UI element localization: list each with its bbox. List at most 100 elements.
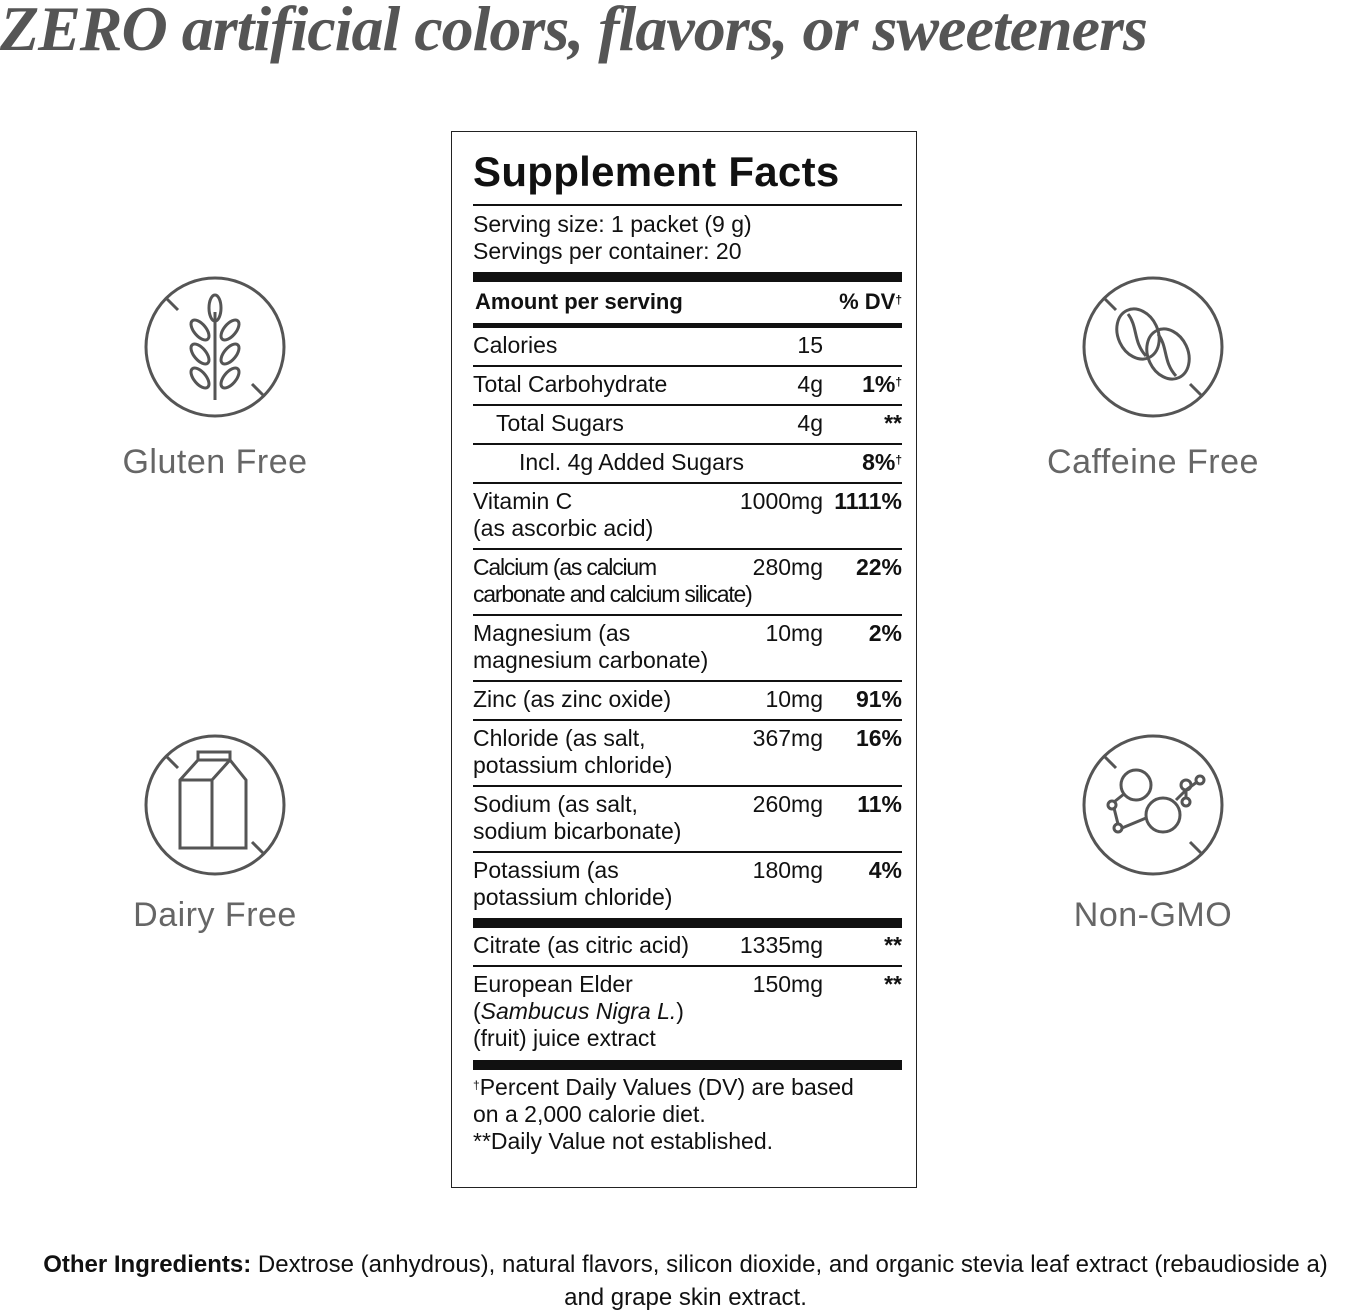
other-text: Dextrose (anhydrous), natural flavors, s… xyxy=(257,1251,1328,1311)
name-line: Calcium (as calcium xyxy=(473,554,657,580)
name-line: Zinc (as zinc oxide) xyxy=(473,686,672,712)
name-line: European Elder xyxy=(473,971,633,997)
badge-label: Dairy Free xyxy=(133,896,297,934)
nutrient-row: Chloride (as salt, potassium chloride) 367… xyxy=(473,721,902,787)
other-ingredients: Other Ingredients: Dextrose (anhydrous),… xyxy=(30,1248,1341,1314)
nutrient-row: Magnesium (as magnesium carbonate) 10mg 2% xyxy=(473,616,902,682)
footnote: on a 2,000 calorie diet. xyxy=(473,1101,902,1128)
dv-value: ** xyxy=(884,410,902,436)
daily-value: ** xyxy=(884,410,902,437)
amount: 260mg xyxy=(752,791,823,817)
nutrient-name: Potassium (as potassium chloride) xyxy=(473,857,902,911)
nutrient-row: European Elder (Sambucus Nigra L.) (fruit)… xyxy=(473,967,902,1058)
name-line: magnesium carbonate) xyxy=(473,647,709,673)
nutrient-row: Total Sugars 4g ** xyxy=(473,406,902,445)
nutrient-rows: Calories 15 Total Carbohydrate 4g 1%† Total S… xyxy=(473,328,902,917)
daily-value: 1111% xyxy=(834,488,902,515)
dv-label: % DV xyxy=(839,289,896,314)
daily-value: 16% xyxy=(856,725,902,752)
nutrient-row: Calcium (as calcium carbonate and calcium… xyxy=(473,550,902,616)
name-line: Incl. 4g Added Sugars xyxy=(519,449,745,475)
badge-label: Caffeine Free xyxy=(1047,443,1259,481)
amount: 367mg xyxy=(752,725,823,751)
gluten-icon xyxy=(144,276,286,418)
name-part: Sambucus Nigra L. xyxy=(480,998,677,1024)
serving-size: Serving size: 1 packet (9 g) xyxy=(473,211,752,237)
daily-value: 91% xyxy=(856,686,902,713)
gmo-icon xyxy=(1082,734,1224,876)
nutrient-row: Sodium (as salt, sodium bicarbonate) 260mg… xyxy=(473,787,902,853)
nutrient-name: Total Sugars xyxy=(473,410,902,437)
header-row: Amount per serving % DV† xyxy=(473,282,902,323)
nutrient-name: Vitamin C (as ascorbic acid) xyxy=(473,488,902,542)
daily-value: 8%† xyxy=(862,449,902,476)
nutrient-row: Incl. 4g Added Sugars 8%† xyxy=(473,445,902,484)
daily-value: 22% xyxy=(856,554,902,581)
dairy-icon xyxy=(144,734,286,876)
name-line: (as ascorbic acid) xyxy=(473,515,654,541)
footnote: **Daily Value not established. xyxy=(473,1128,902,1155)
name-line: sodium bicarbonate) xyxy=(473,818,682,844)
amount: 180mg xyxy=(752,857,823,883)
dv-value: ** xyxy=(884,971,902,997)
caffeine-icon xyxy=(1082,276,1224,418)
daily-value: ** xyxy=(884,932,902,959)
daily-value: 2% xyxy=(869,620,902,647)
nutrient-name: Calcium (as calcium carbonate and calcium… xyxy=(473,554,902,608)
name-part: ( xyxy=(473,998,481,1024)
servings-per-container: Servings per container: 20 xyxy=(473,238,742,264)
dv-value: 1111% xyxy=(834,488,902,514)
dv-mark: † xyxy=(895,375,902,389)
dv-value: 4% xyxy=(868,857,902,883)
amount: 10mg xyxy=(765,686,823,712)
nutrient-name: Total Carbohydrate xyxy=(473,371,902,398)
daily-value: 4% xyxy=(869,857,902,884)
footnote-text: on a 2,000 calorie diet. xyxy=(473,1101,706,1127)
nutrient-name: Zinc (as zinc oxide) xyxy=(473,686,902,713)
facts-panel: Supplement Facts Serving size: 1 packet … xyxy=(451,131,917,1188)
dv-value: 11% xyxy=(857,791,902,817)
footnote-mark: † xyxy=(473,1078,480,1092)
name-line: Magnesium (as xyxy=(473,620,631,646)
amount: 15 xyxy=(797,332,823,358)
nutrient-row: Potassium (as potassium chloride) 180mg 4% xyxy=(473,853,902,917)
name-line: Total Sugars xyxy=(496,410,624,436)
name-line: potassium chloride) xyxy=(473,752,673,778)
name-line: Sodium (as salt, xyxy=(473,791,638,817)
nutrient-row: Citrate (as citric acid) 1335mg ** xyxy=(473,928,902,967)
badge-label: Non-GMO xyxy=(1073,896,1233,934)
nutrient-name: Citrate (as citric acid) xyxy=(473,932,902,959)
daily-value: 11% xyxy=(857,791,902,818)
nutrient-name: Magnesium (as magnesium carbonate) xyxy=(473,620,902,674)
badge-label: Gluten Free xyxy=(122,443,308,481)
name-line: (fruit) juice extract xyxy=(473,1025,656,1051)
nutrient-name: European Elder (Sambucus Nigra L.) (fruit)… xyxy=(473,971,902,1052)
facts-title: Supplement Facts xyxy=(473,148,840,195)
dv-value: 91% xyxy=(855,686,902,712)
nutrient-name: Sodium (as salt, sodium bicarbonate) xyxy=(473,791,902,845)
name-line: carbonate and calcium silicate) xyxy=(473,581,753,607)
nutrient-name: Calories xyxy=(473,332,902,359)
name-line: Citrate (as citric acid) xyxy=(473,932,689,958)
headline: ZERO artificial colors, flavors, or swee… xyxy=(0,0,1148,64)
daily-value: 1%† xyxy=(862,371,902,398)
amount: 10mg xyxy=(765,620,823,646)
nutrient-name: Incl. 4g Added Sugars xyxy=(473,449,902,476)
dv-value: 2% xyxy=(868,620,902,646)
name-line: (Sambucus Nigra L.) xyxy=(473,998,902,1025)
footnotes: †Percent Daily Values (DV) are based on a… xyxy=(473,1070,902,1155)
name-line: Chloride (as salt, xyxy=(473,725,646,751)
amount: 4g xyxy=(797,410,823,436)
nutrient-row: Zinc (as zinc oxide) 10mg 91% xyxy=(473,682,902,721)
dv-value: 1% xyxy=(862,371,896,397)
footnote-text: **Daily Value not established. xyxy=(473,1128,774,1154)
amount-label: Amount per serving xyxy=(475,289,683,314)
dv-value: 22% xyxy=(855,554,902,580)
other-rows: Citrate (as citric acid) 1335mg ** European… xyxy=(473,928,902,1058)
name-part: ) xyxy=(676,998,684,1024)
name-line: potassium chloride) xyxy=(473,884,673,910)
footnote-text: Percent Daily Values (DV) are based xyxy=(479,1074,854,1100)
footnote: †Percent Daily Values (DV) are based xyxy=(473,1074,902,1101)
nutrient-name: Chloride (as salt, potassium chloride) xyxy=(473,725,902,779)
